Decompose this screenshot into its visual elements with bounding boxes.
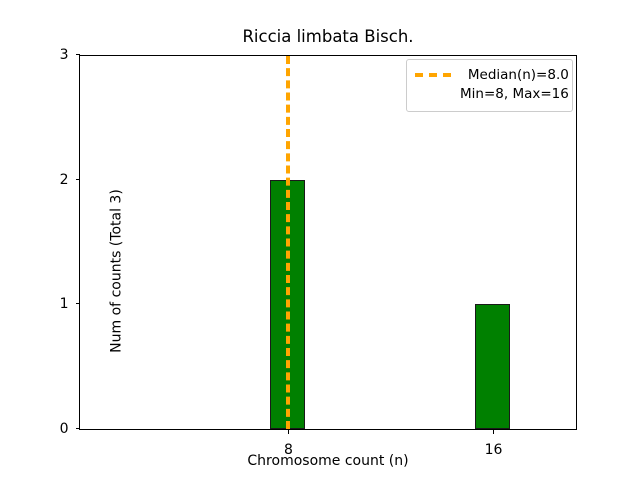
legend-entry-label: Median(n)=8.0 Min=8, Max=16 <box>460 66 569 104</box>
legend-median-text: Median(n)=8.0 <box>467 67 569 83</box>
legend-minmax-text: Min=8, Max=16 <box>460 86 569 102</box>
x-axis-label: Chromosome count (n) <box>247 453 409 469</box>
legend-dashed-line-icon <box>415 73 451 77</box>
y-tick-mark-2: 2 <box>60 173 80 187</box>
x-tick-mark-8: 8 <box>284 429 293 458</box>
x-tick-label-8: 8 <box>284 441 293 458</box>
median-line <box>285 56 290 429</box>
y-tick-label-0: 0 <box>59 421 69 437</box>
y-axis-label: Num of counts (Total 3) <box>108 189 125 353</box>
y-tick-label-2: 2 <box>59 171 69 188</box>
bar-n-16 <box>475 304 510 429</box>
y-tick-mark-1: 1 <box>60 297 80 311</box>
chart-legend: Median(n)=8.0 Min=8, Max=16 <box>406 59 573 112</box>
y-tick-label-1: 1 <box>59 296 69 313</box>
y-tick-label-3: 3 <box>59 47 69 63</box>
x-tick-label-16: 16 <box>484 441 503 458</box>
y-tick-mark-0: 0 <box>60 422 80 436</box>
x-tick-mark-16: 16 <box>485 429 502 458</box>
y-tick-mark-3: 3 <box>60 48 80 62</box>
legend-entry-median: Median(n)=8.0 Min=8, Max=16 <box>415 66 569 104</box>
chart-title: Riccia limbata Bisch. <box>242 27 414 46</box>
plot-area: 0 1 2 3 8 16 Median(n)=8.0 <box>60 48 577 458</box>
